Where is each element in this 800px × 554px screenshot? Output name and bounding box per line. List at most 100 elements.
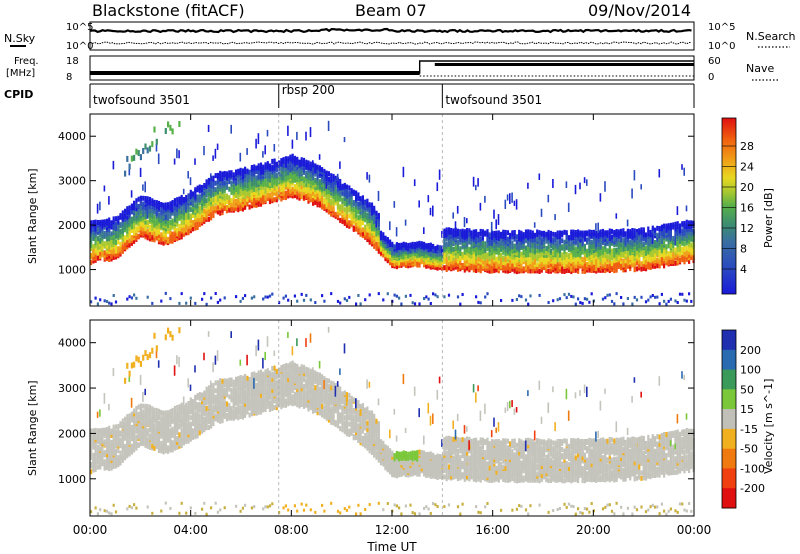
power-cell bbox=[552, 261, 555, 267]
power-cell bbox=[162, 236, 165, 242]
power-cell bbox=[300, 190, 303, 196]
velocity-cell bbox=[144, 403, 147, 409]
power-cell bbox=[484, 295, 487, 299]
power-cell bbox=[153, 215, 156, 220]
power-cell bbox=[368, 224, 371, 229]
power-cell bbox=[225, 175, 229, 181]
power-cell bbox=[350, 191, 353, 197]
power-cell bbox=[427, 195, 430, 203]
power-cell bbox=[352, 200, 355, 205]
power-cell bbox=[241, 296, 244, 300]
velocity-cell bbox=[110, 428, 113, 434]
power-cell bbox=[416, 252, 419, 258]
power-cell bbox=[529, 261, 532, 267]
power-cell bbox=[633, 170, 636, 181]
power-cell bbox=[124, 224, 127, 230]
velocity-cell bbox=[151, 438, 154, 444]
velocity-cell bbox=[130, 424, 133, 430]
power-cell bbox=[155, 217, 158, 223]
power-cell bbox=[477, 240, 480, 246]
power-cell bbox=[214, 205, 217, 211]
power-cell bbox=[626, 250, 629, 256]
power-cell bbox=[463, 254, 466, 259]
power-cell bbox=[96, 255, 99, 261]
velocity-cell bbox=[153, 428, 156, 433]
power-cell bbox=[110, 253, 113, 259]
power-cell bbox=[577, 229, 580, 235]
power-cell bbox=[271, 180, 274, 186]
power-cell bbox=[244, 199, 247, 205]
power-cell bbox=[364, 227, 367, 233]
power-cell bbox=[191, 220, 195, 225]
power-cell bbox=[432, 252, 435, 258]
power-cell bbox=[461, 293, 464, 296]
power-cell bbox=[253, 164, 256, 170]
power-cell bbox=[289, 167, 292, 172]
power-cell bbox=[112, 242, 115, 247]
power-cell bbox=[547, 247, 550, 253]
power-cell bbox=[368, 239, 371, 245]
power-cell bbox=[420, 257, 423, 263]
power-cell bbox=[481, 235, 484, 241]
power-cell bbox=[586, 230, 589, 236]
velocity-cell bbox=[144, 413, 147, 419]
y-tick-label: 3000 bbox=[58, 175, 86, 188]
power-cell bbox=[660, 247, 663, 253]
power-cell bbox=[393, 293, 396, 297]
power-cell bbox=[468, 228, 471, 234]
power-cell bbox=[547, 229, 550, 235]
power-cell bbox=[323, 168, 326, 174]
power-cell bbox=[235, 202, 238, 208]
power-cell bbox=[153, 208, 156, 214]
power-cell bbox=[377, 190, 380, 202]
power-cell bbox=[257, 201, 260, 207]
power-cell bbox=[445, 250, 448, 256]
power-cell bbox=[409, 293, 412, 297]
velocity-cell bbox=[155, 435, 158, 441]
power-cell bbox=[454, 257, 457, 263]
nsearch-trace bbox=[89, 41, 692, 45]
power-cell bbox=[533, 232, 537, 238]
power-cell bbox=[309, 197, 312, 203]
power-cell bbox=[651, 233, 654, 244]
velocity-cell bbox=[108, 431, 111, 437]
power-cell bbox=[302, 298, 306, 302]
power-cell bbox=[604, 243, 607, 249]
power-cell bbox=[599, 257, 602, 263]
power-cell bbox=[223, 180, 226, 186]
velocity-cell bbox=[142, 409, 145, 415]
power-cell bbox=[676, 255, 679, 261]
power-cell bbox=[509, 262, 512, 268]
power-cell bbox=[572, 257, 575, 262]
power-cell bbox=[511, 240, 514, 246]
power-cell bbox=[407, 242, 410, 248]
power-cell bbox=[259, 178, 263, 184]
power-cell bbox=[615, 255, 618, 261]
power-cell bbox=[468, 231, 470, 238]
power-cell bbox=[493, 261, 496, 267]
power-cell bbox=[219, 183, 222, 189]
power-cell bbox=[343, 182, 346, 188]
power-cell bbox=[171, 231, 174, 237]
power-cell bbox=[656, 240, 659, 246]
velocity-cell bbox=[128, 373, 131, 382]
power-cell bbox=[203, 183, 206, 188]
velocity-heatmap bbox=[90, 320, 695, 516]
power-cell bbox=[105, 243, 109, 249]
power-cell bbox=[669, 252, 672, 258]
power-cell bbox=[248, 190, 251, 195]
power-cell bbox=[375, 220, 377, 228]
power-cell bbox=[201, 208, 204, 213]
power-cell bbox=[287, 163, 290, 169]
power-cell bbox=[472, 234, 475, 240]
power-cell bbox=[341, 208, 344, 214]
power-cell bbox=[500, 299, 503, 302]
power-cell bbox=[160, 213, 163, 219]
velocity-cell bbox=[139, 437, 142, 443]
power-cell bbox=[495, 263, 498, 269]
y-tick-label: 4000 bbox=[58, 130, 86, 143]
power-cell bbox=[552, 250, 555, 256]
power-cell bbox=[642, 255, 645, 261]
power-cell bbox=[366, 172, 368, 180]
